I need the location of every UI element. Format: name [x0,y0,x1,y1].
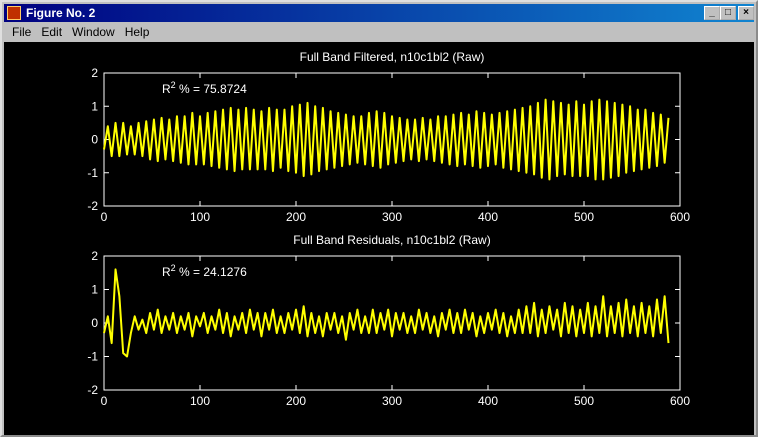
menu-item[interactable]: File [12,25,32,39]
x-tick-label: 0 [101,210,108,224]
y-tick-label: 2 [91,249,98,263]
signal-line [103,268,670,358]
y-tick-label: -2 [87,383,98,397]
annotation-base: R [162,265,171,279]
x-tick-label: 400 [478,394,498,408]
x-tick-label: 200 [286,210,306,224]
y-tick-label: 1 [91,99,98,113]
maximize-button[interactable]: □ [720,6,736,20]
menu-item[interactable]: Edit [41,25,63,39]
x-tick-label: 500 [574,210,594,224]
app-icon [7,6,21,20]
x-tick-label: 300 [382,394,402,408]
title-bar: Figure No. 2 _ □ × [4,4,754,22]
close-button[interactable]: × [738,6,754,20]
y-tick-label: 1 [91,283,98,297]
x-tick-label: 400 [478,210,498,224]
x-tick-label: 0 [101,394,108,408]
annotation-text: % = 75.8724 [176,82,247,96]
menu-bar: File Edit Window Help [4,23,754,42]
y-tick-label: 0 [91,316,98,330]
r-squared-annotation: R2 % = 75.8724 [162,80,247,96]
annotation-superscript: 2 [171,263,176,273]
y-tick-label: 0 [91,133,98,147]
annotation-text: % = 24.1276 [176,265,247,279]
r-squared-annotation: R2 % = 24.1276 [162,263,247,279]
minimize-button[interactable]: _ [704,6,720,20]
window-title: Figure No. 2 [26,6,96,20]
x-tick-label: 200 [286,394,306,408]
x-tick-label: 600 [670,210,690,224]
signal-line [103,98,670,181]
x-tick-label: 300 [382,210,402,224]
menu-item[interactable]: Window [72,25,115,39]
x-tick-label: 100 [190,210,210,224]
annotation-base: R [162,82,171,96]
figure-canvas: Full Band Filtered, n10c1bl2 (Raw) 0 100 20… [4,42,754,435]
y-tick-label: -1 [87,350,98,364]
plot-title: Full Band Filtered, n10c1bl2 (Raw) [300,50,485,64]
y-tick-label: -1 [87,166,98,180]
x-tick-label: 500 [574,394,594,408]
figure-plots: Full Band Filtered, n10c1bl2 (Raw)0 100 20… [87,50,690,408]
menu-item[interactable]: Help [124,25,150,39]
y-tick-label: 2 [91,66,98,80]
x-tick-label: 600 [670,394,690,408]
annotation-superscript: 2 [171,80,176,90]
x-tick-label: 100 [190,394,210,408]
y-tick-label: -2 [87,199,98,213]
plot-title: Full Band Residuals, n10c1bl2 (Raw) [293,233,490,247]
